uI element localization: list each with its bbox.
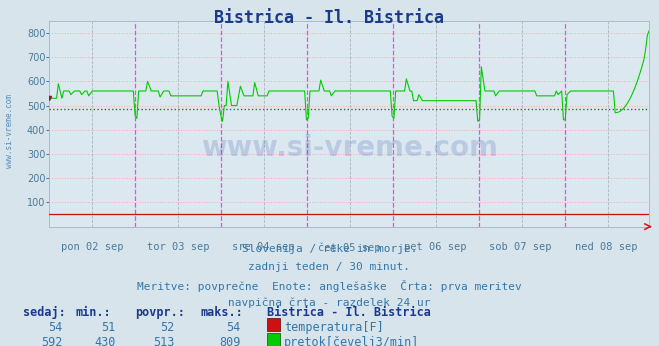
Text: Bistrica - Il. Bistrica: Bistrica - Il. Bistrica: [214, 9, 445, 27]
Text: min.:: min.:: [76, 306, 111, 319]
Text: sob 07 sep: sob 07 sep: [490, 242, 552, 252]
Text: Meritve: povprečne  Enote: anglešaške  Črta: prva meritev: Meritve: povprečne Enote: anglešaške Črt…: [137, 280, 522, 292]
Text: www.si-vreme.com: www.si-vreme.com: [5, 94, 14, 169]
Text: povpr.:: povpr.:: [135, 306, 185, 319]
Text: maks.:: maks.:: [201, 306, 244, 319]
Text: sedaj:: sedaj:: [23, 306, 66, 319]
Text: 54: 54: [226, 321, 241, 334]
Text: 430: 430: [94, 336, 115, 346]
Text: 54: 54: [48, 321, 63, 334]
Text: 513: 513: [154, 336, 175, 346]
Text: temperatura[F]: temperatura[F]: [284, 321, 384, 334]
Text: čet 05 sep: čet 05 sep: [318, 242, 380, 253]
Text: 809: 809: [219, 336, 241, 346]
Text: zadnji teden / 30 minut.: zadnji teden / 30 minut.: [248, 262, 411, 272]
Text: Slovenija / reke in morje.: Slovenija / reke in morje.: [242, 244, 417, 254]
Text: ned 08 sep: ned 08 sep: [575, 242, 637, 252]
Text: 52: 52: [160, 321, 175, 334]
Text: pon 02 sep: pon 02 sep: [61, 242, 123, 252]
Text: tor 03 sep: tor 03 sep: [147, 242, 209, 252]
Text: navpična črta - razdelek 24 ur: navpična črta - razdelek 24 ur: [228, 298, 431, 308]
Text: Bistrica - Il. Bistrica: Bistrica - Il. Bistrica: [267, 306, 431, 319]
Text: www.si-vreme.com: www.si-vreme.com: [201, 134, 498, 162]
Text: 592: 592: [42, 336, 63, 346]
Text: sre 04 sep: sre 04 sep: [233, 242, 295, 252]
Text: 51: 51: [101, 321, 115, 334]
Text: pretok[čevelj3/min]: pretok[čevelj3/min]: [284, 336, 419, 346]
Text: pet 06 sep: pet 06 sep: [404, 242, 466, 252]
